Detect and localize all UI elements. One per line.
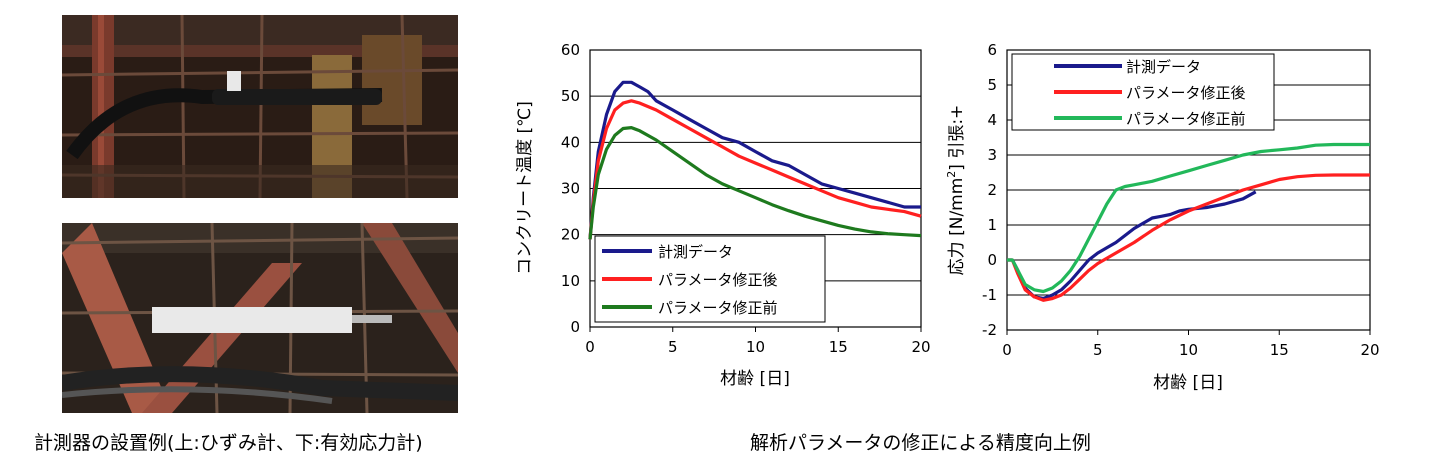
x-tick-label: 10 bbox=[1179, 341, 1198, 359]
series-line-1 bbox=[1007, 173, 1370, 302]
legend-label-before: パラメータ修正前 bbox=[1126, 110, 1246, 128]
chart-stress: -2 -1 0 1 2 3 4 5 6 0 5 10 15 20 材齢 [日] 応力 [N/mm2] 引張… bbox=[945, 36, 1390, 396]
x-tick-label: 15 bbox=[829, 338, 848, 356]
photo-stress-meter-image bbox=[62, 223, 458, 413]
y-tick-label: 4 bbox=[987, 111, 997, 129]
series-line-2 bbox=[1007, 142, 1370, 294]
chart-concrete-temperature-svg: 0 10 20 30 40 50 60 0 5 10 15 20 材齢 [日] コンクリート温度 [℃… bbox=[515, 41, 931, 389]
x-tick-label: 5 bbox=[668, 338, 678, 356]
x-tick-label: 20 bbox=[911, 338, 930, 356]
x-tick-label: 5 bbox=[1093, 341, 1103, 359]
y-tick-label: -2 bbox=[982, 321, 997, 339]
y-tick-label: 3 bbox=[987, 146, 997, 164]
chart-concrete-temperature: 0 10 20 30 40 50 60 0 5 10 15 20 材齢 [日] コンクリート温度 [℃… bbox=[500, 36, 940, 396]
x-axis-label: 材齢 [日] bbox=[720, 369, 790, 389]
y-tick-label: 0 bbox=[570, 318, 580, 336]
legend-label-measured: 計測データ bbox=[658, 243, 733, 261]
legend-label-before: パラメータ修正前 bbox=[658, 299, 778, 317]
y-tick-label: 5 bbox=[987, 76, 997, 94]
y-tick-label: -1 bbox=[982, 286, 997, 304]
photo-strain-gauge-image bbox=[62, 15, 458, 198]
caption-accuracy: 解析パラメータの修正による精度向上例 bbox=[750, 432, 1091, 454]
y-tick-label: 6 bbox=[987, 41, 997, 59]
series-line-2 bbox=[588, 125, 922, 240]
y-tick-label: 1 bbox=[987, 216, 997, 234]
x-tick-label: 0 bbox=[1002, 341, 1012, 359]
x-tick-label: 20 bbox=[1360, 341, 1379, 359]
y-tick-label: 30 bbox=[561, 180, 580, 198]
legend: 計測データ パラメータ修正後 パラメータ修正前 bbox=[594, 235, 826, 323]
y-tick-label: 60 bbox=[561, 41, 580, 59]
caption-installation: 計測器の設置例(上:ひずみ計、下:有効応力計) bbox=[34, 432, 423, 454]
legend-label-measured: 計測データ bbox=[1126, 58, 1201, 76]
y-tick-label: 50 bbox=[561, 87, 580, 105]
photo-stress-meter bbox=[62, 223, 458, 413]
y-tick-label: 20 bbox=[561, 226, 580, 244]
photo-strain-gauge bbox=[62, 15, 458, 198]
y-tick-label: 40 bbox=[561, 133, 580, 151]
y-axis-label: 応力 [N/mm2] 引張:+ bbox=[945, 105, 967, 276]
y-axis-label: コンクリート温度 [℃] bbox=[515, 101, 535, 275]
chart-stress-svg: -2 -1 0 1 2 3 4 5 6 0 5 10 15 20 材齢 [日] 応力 [N/mm2] 引張… bbox=[945, 41, 1380, 393]
y-tick-label: 0 bbox=[987, 251, 997, 269]
legend-label-after: パラメータ修正後 bbox=[1126, 84, 1246, 102]
x-tick-label: 0 bbox=[585, 338, 595, 356]
x-tick-label: 15 bbox=[1270, 341, 1289, 359]
y-tick-label: 2 bbox=[987, 181, 997, 199]
series-line-0 bbox=[588, 80, 921, 240]
series-line-1 bbox=[588, 99, 922, 240]
y-tick-label: 10 bbox=[561, 272, 580, 290]
x-tick-label: 10 bbox=[746, 338, 765, 356]
legend-label-after: パラメータ修正後 bbox=[658, 271, 778, 289]
x-axis-label: 材齢 [日] bbox=[1153, 373, 1223, 393]
legend: 計測データ パラメータ修正後 パラメータ修正前 bbox=[1011, 53, 1275, 131]
